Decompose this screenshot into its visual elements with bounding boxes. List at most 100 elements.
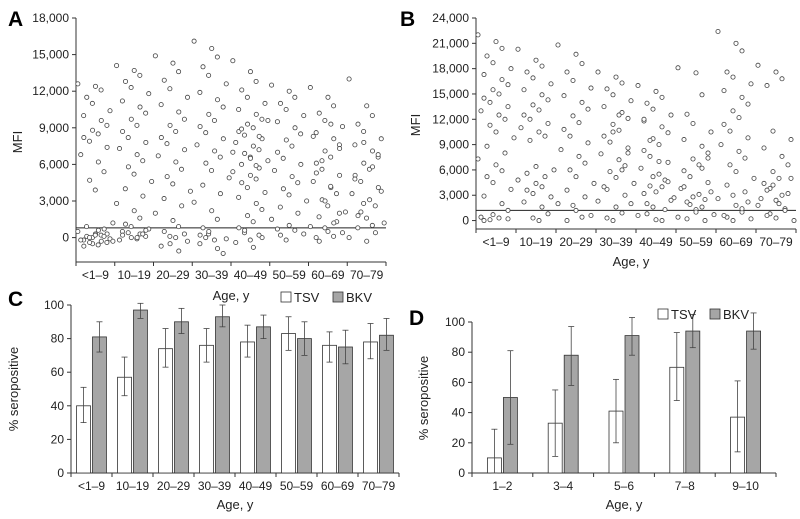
data-point	[647, 153, 653, 159]
data-point	[120, 232, 126, 238]
data-point	[292, 94, 298, 100]
data-point	[164, 174, 170, 180]
data-point	[564, 69, 570, 75]
data-point	[785, 191, 791, 197]
data-point	[770, 182, 776, 188]
data-point	[98, 117, 104, 123]
data-point	[496, 91, 502, 97]
data-point	[194, 142, 200, 148]
data-point	[515, 177, 521, 183]
data-point	[289, 143, 295, 149]
data-point	[702, 218, 708, 224]
data-point	[92, 187, 98, 193]
data-point	[292, 125, 298, 131]
data-point	[681, 137, 687, 143]
data-point	[328, 154, 334, 160]
data-point	[230, 169, 236, 175]
y-tick-label: 0	[458, 466, 465, 480]
data-point	[530, 75, 536, 81]
bar-bkv	[746, 330, 761, 474]
data-point	[561, 93, 567, 99]
data-point	[745, 101, 751, 107]
data-point	[179, 203, 185, 209]
data-point	[561, 126, 567, 132]
data-point	[280, 186, 286, 192]
data-point	[313, 160, 319, 166]
data-point	[119, 98, 125, 104]
panel-a: A 0 3,000 6,000 9,000 12,000 15,000 18,000 <1–9 1…	[8, 8, 387, 303]
data-point	[693, 70, 699, 76]
data-point	[271, 167, 277, 173]
data-point	[493, 129, 499, 135]
data-point	[313, 235, 319, 241]
panel-letter: B	[400, 8, 415, 31]
data-point	[346, 76, 352, 82]
data-point	[496, 215, 502, 221]
x-tick-label: 3–4	[553, 479, 573, 493]
data-point	[364, 238, 370, 244]
data-point	[724, 69, 730, 75]
data-point	[653, 217, 659, 223]
data-point	[545, 211, 551, 217]
data-point	[104, 122, 110, 128]
data-point	[313, 130, 319, 136]
data-point	[638, 165, 644, 171]
data-point	[203, 235, 209, 241]
data-point	[733, 169, 739, 175]
data-point	[223, 236, 229, 242]
data-point	[301, 231, 307, 237]
data-point	[527, 116, 533, 122]
data-point	[628, 98, 634, 104]
data-point	[131, 208, 137, 214]
data-point	[730, 192, 736, 198]
data-point	[705, 150, 711, 156]
data-point	[675, 65, 681, 71]
data-point	[690, 121, 696, 127]
data-point	[98, 87, 104, 93]
data-point	[325, 203, 331, 209]
data-point	[191, 199, 197, 205]
data-point	[375, 152, 381, 158]
bar-bkv	[215, 316, 230, 474]
data-point	[372, 203, 378, 209]
data-point	[478, 214, 484, 220]
data-point	[352, 142, 358, 148]
data-point	[280, 155, 286, 161]
data-point	[736, 115, 742, 121]
data-point	[182, 147, 188, 153]
data-point	[656, 171, 662, 177]
data-point	[170, 218, 176, 224]
bar-tsv	[281, 333, 296, 474]
data-point	[748, 216, 754, 222]
data-point	[711, 212, 717, 218]
data-point	[200, 182, 206, 188]
data-point	[250, 125, 256, 131]
data-point	[283, 107, 289, 113]
data-point	[158, 102, 164, 108]
data-point	[298, 161, 304, 167]
data-point	[481, 218, 487, 224]
data-point	[78, 152, 84, 158]
data-point	[123, 78, 129, 84]
data-point	[152, 53, 158, 59]
data-point	[622, 192, 628, 198]
data-point	[277, 232, 283, 238]
data-point	[548, 81, 554, 87]
data-point	[764, 212, 770, 218]
x-tick-label: <1–9	[82, 268, 109, 282]
legend-label-tsv: TSV	[671, 307, 697, 322]
data-point	[206, 72, 212, 78]
data-point	[274, 226, 280, 232]
data-point	[625, 145, 631, 151]
legend-label-tsv: TSV	[294, 290, 320, 305]
data-point	[715, 196, 721, 202]
data-point	[708, 189, 714, 195]
data-point	[275, 149, 281, 155]
data-point	[601, 184, 607, 190]
data-point	[576, 120, 582, 126]
data-point	[558, 147, 564, 153]
bar-bkv	[338, 346, 353, 474]
data-point	[209, 46, 215, 52]
y-tick-label: 0	[462, 214, 469, 228]
x-tick-label: 5–6	[614, 479, 634, 493]
